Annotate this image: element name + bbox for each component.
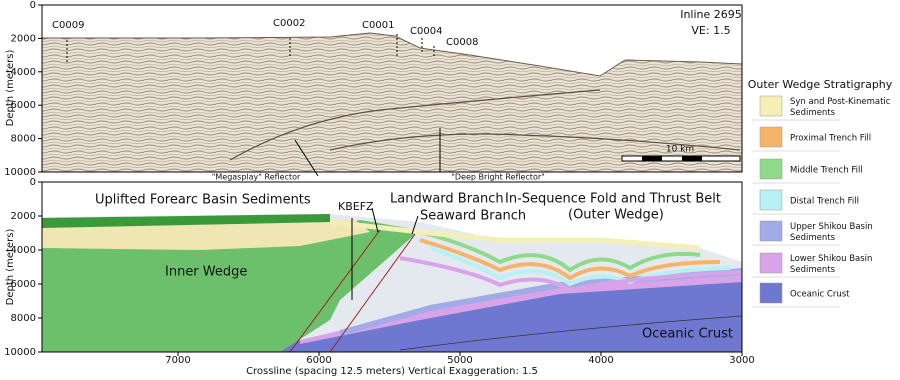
legend-label: Proximal Trench Fill: [790, 134, 871, 144]
unit-label: Uplifted Forearc Basin Sediments: [95, 193, 311, 208]
legend-swatch: [759, 252, 783, 274]
interpretation: [42, 182, 742, 352]
y-axis-label: Depth (meters): [5, 229, 16, 306]
x-tick-label: 7000: [165, 355, 190, 366]
legend-swatch: [759, 158, 783, 180]
y-tick-label: 0: [30, 177, 36, 188]
x-tick-label: 5000: [447, 355, 472, 366]
y-tick-label: 0: [30, 0, 36, 11]
legend-swatch: [759, 220, 783, 242]
well-label: C0008: [446, 37, 478, 48]
panel-frame: [41, 181, 743, 353]
legend-title: Outer Wedge Stratigraphy: [748, 78, 893, 91]
y-tick-label: 4000: [11, 67, 36, 78]
seismic-section: [42, 5, 742, 172]
unit-label: Oceanic Crust: [642, 327, 733, 342]
legend-swatch: [759, 282, 783, 304]
x-axis-label: Crossline (spacing 12.5 meters) Vertical…: [246, 366, 538, 377]
unit-label: Seaward Branch: [420, 209, 526, 224]
y-tick-label: 8000: [11, 134, 36, 145]
y-tick-label: 8000: [11, 313, 36, 324]
well-label: C0004: [410, 26, 442, 37]
legend-swatch: [759, 189, 783, 211]
panel-frame: [41, 4, 743, 173]
x-tick-label: 4000: [588, 355, 613, 366]
legend-label: Sediments: [790, 108, 836, 118]
leader: [294, 139, 319, 177]
well-label: C0002: [273, 18, 305, 29]
unit-label: (Outer Wedge): [568, 208, 664, 223]
well-label: C0009: [52, 20, 84, 31]
y-tick-label: 4000: [11, 245, 36, 256]
legend-label: Oceanic Crust: [790, 290, 850, 300]
reflector-label: "Megasplay" Reflector: [212, 173, 301, 182]
y-tick-label: 6000: [11, 100, 36, 111]
leader: [411, 215, 419, 235]
well-lines: [66, 34, 435, 62]
y-tick-label: 2000: [11, 211, 36, 222]
inline-label: Inline 2695: [680, 8, 742, 21]
ve-label: VE: 1.5: [691, 24, 730, 37]
legend-swatch: [759, 95, 783, 117]
y-tick-label: 10000: [4, 347, 36, 358]
y-axis-label: Depth (meters): [5, 50, 16, 127]
legend-label: Distal Trench Fill: [790, 197, 859, 207]
legend-label: Sediments: [790, 265, 836, 275]
unit-label: In-Sequence Fold and Thrust Belt: [505, 192, 721, 207]
x-tick-label: 3000: [729, 355, 754, 366]
well-label: C0001: [362, 20, 394, 31]
unit-label: KBEFZ: [338, 200, 374, 213]
legend-label: Sediments: [790, 233, 836, 243]
legend-label: Lower Shikou Basin: [790, 254, 872, 264]
scale-bar: [621, 155, 741, 162]
x-tick-label: 6000: [306, 355, 331, 366]
legend-label: Syn and Post-Kinematic: [790, 97, 891, 107]
legend-swatch: [759, 126, 783, 148]
y-tick-label: 10000: [4, 167, 36, 178]
legend-label: Middle Trench Fill: [790, 166, 863, 176]
unit-label: Landward Branch: [390, 192, 504, 207]
legend-label: Upper Shikou Basin: [790, 222, 873, 232]
reflector-label: "Deep Bright Reflector": [451, 173, 545, 182]
y-tick-label: 2000: [11, 33, 36, 44]
y-tick-label: 6000: [11, 279, 36, 290]
scale-bar-label: 10 km: [666, 145, 694, 155]
leader: [371, 207, 379, 233]
unit-label: Inner Wedge: [165, 265, 247, 280]
